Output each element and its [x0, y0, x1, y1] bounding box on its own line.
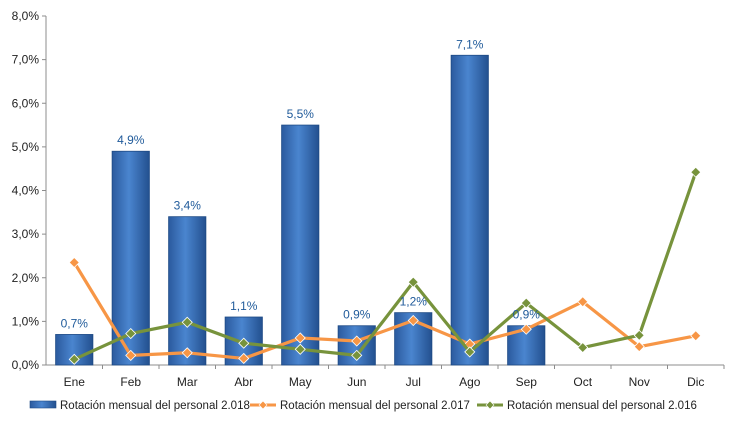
x-tick-label: Feb [120, 375, 141, 389]
bar-series-2018 [55, 54, 546, 366]
legend-label: Rotación mensual del personal 2.018 [60, 400, 250, 412]
line-point-2017 [238, 352, 250, 365]
y-tick-label: 7,0% [12, 53, 40, 67]
bar-data-label: 5,5% [287, 107, 315, 121]
y-tick-label: 4,0% [12, 184, 40, 198]
bar-data-label: 7,1% [456, 37, 484, 51]
line-point-2016 [294, 343, 306, 355]
y-tick-label: 5,0% [12, 140, 40, 154]
y-tick-label: 8,0% [12, 9, 40, 23]
line-point-2016 [633, 329, 645, 341]
line-point-2016 [520, 297, 532, 309]
x-tick-label: Mar [177, 375, 198, 389]
bar-data-label: 0,9% [343, 308, 371, 322]
axes: 0,0% 1,0% 2,0% 3,0% 4,0% 5,0% 6,0% 7,0% 8,0% Ene F… [12, 9, 725, 389]
legend-label: Rotación mensual del personal 2.017 [280, 400, 470, 412]
line-point-2017 [520, 323, 532, 335]
legend-swatch-marker [258, 400, 268, 410]
bar-data-label: 1,2% [400, 295, 428, 309]
x-tick-label: Sep [516, 375, 538, 389]
legend-swatch-marker [485, 400, 495, 410]
line-point-2016 [125, 328, 137, 340]
x-tick-label: May [289, 375, 312, 389]
line-point-2016 [181, 316, 193, 328]
data-labels: 0,7% 4,9% 3,4% 1,1% 5,5% 0,9% 1,2% 7,1% 0,9% [61, 37, 541, 330]
bar-data-label: 0,9% [513, 308, 541, 322]
x-tick-label: Jul [406, 375, 421, 389]
bar-2018 [281, 124, 320, 366]
line-point-2017 [181, 347, 193, 359]
y-tick-label: 1,0% [12, 314, 40, 328]
bar-2018 [450, 54, 489, 366]
line-point-2016 [238, 337, 250, 349]
line-series-layer [68, 166, 702, 365]
x-tick-label: Ene [64, 375, 86, 389]
legend: Rotación mensual del personal 2.018 Rotac… [29, 400, 697, 412]
y-tick-label: 2,0% [12, 271, 40, 285]
line-point-2016 [407, 276, 419, 288]
x-tick-label: Dic [687, 375, 704, 389]
x-tick-label: Ago [459, 375, 481, 389]
line-series-2017 [72, 260, 698, 361]
line-point-2017 [577, 296, 589, 308]
legend-label: Rotación mensual del personal 2.016 [507, 400, 697, 412]
line-point-2017 [690, 330, 702, 342]
line-point-2016 [690, 166, 702, 178]
y-tick-label: 3,0% [12, 227, 40, 241]
line-point-2016 [351, 349, 363, 361]
line-series-2016 [72, 170, 698, 361]
x-tick-label: Oct [573, 375, 592, 389]
line-point-2017 [351, 335, 363, 347]
line-point-2017 [633, 341, 645, 353]
bar-data-label: 3,4% [174, 199, 202, 213]
y-tick-label: 6,0% [12, 96, 40, 110]
line-point-2017 [294, 332, 306, 344]
line-point-2017 [68, 256, 80, 269]
line-point-2016 [68, 353, 80, 365]
line-point-2016 [464, 346, 476, 358]
bar-2018 [168, 216, 207, 366]
legend-swatch-2018 [29, 400, 57, 409]
line-point-2017 [125, 349, 137, 361]
line-point-2017 [407, 314, 419, 327]
bar-data-label: 0,7% [61, 316, 89, 330]
x-tick-label: Nov [629, 375, 650, 389]
bar-data-label: 4,9% [117, 133, 145, 147]
x-tick-label: Jun [347, 375, 366, 389]
x-tick-label: Abr [234, 375, 253, 389]
line-point-2016 [577, 341, 589, 354]
bar-data-label: 1,1% [230, 299, 258, 313]
y-tick-label: 0,0% [12, 358, 40, 372]
